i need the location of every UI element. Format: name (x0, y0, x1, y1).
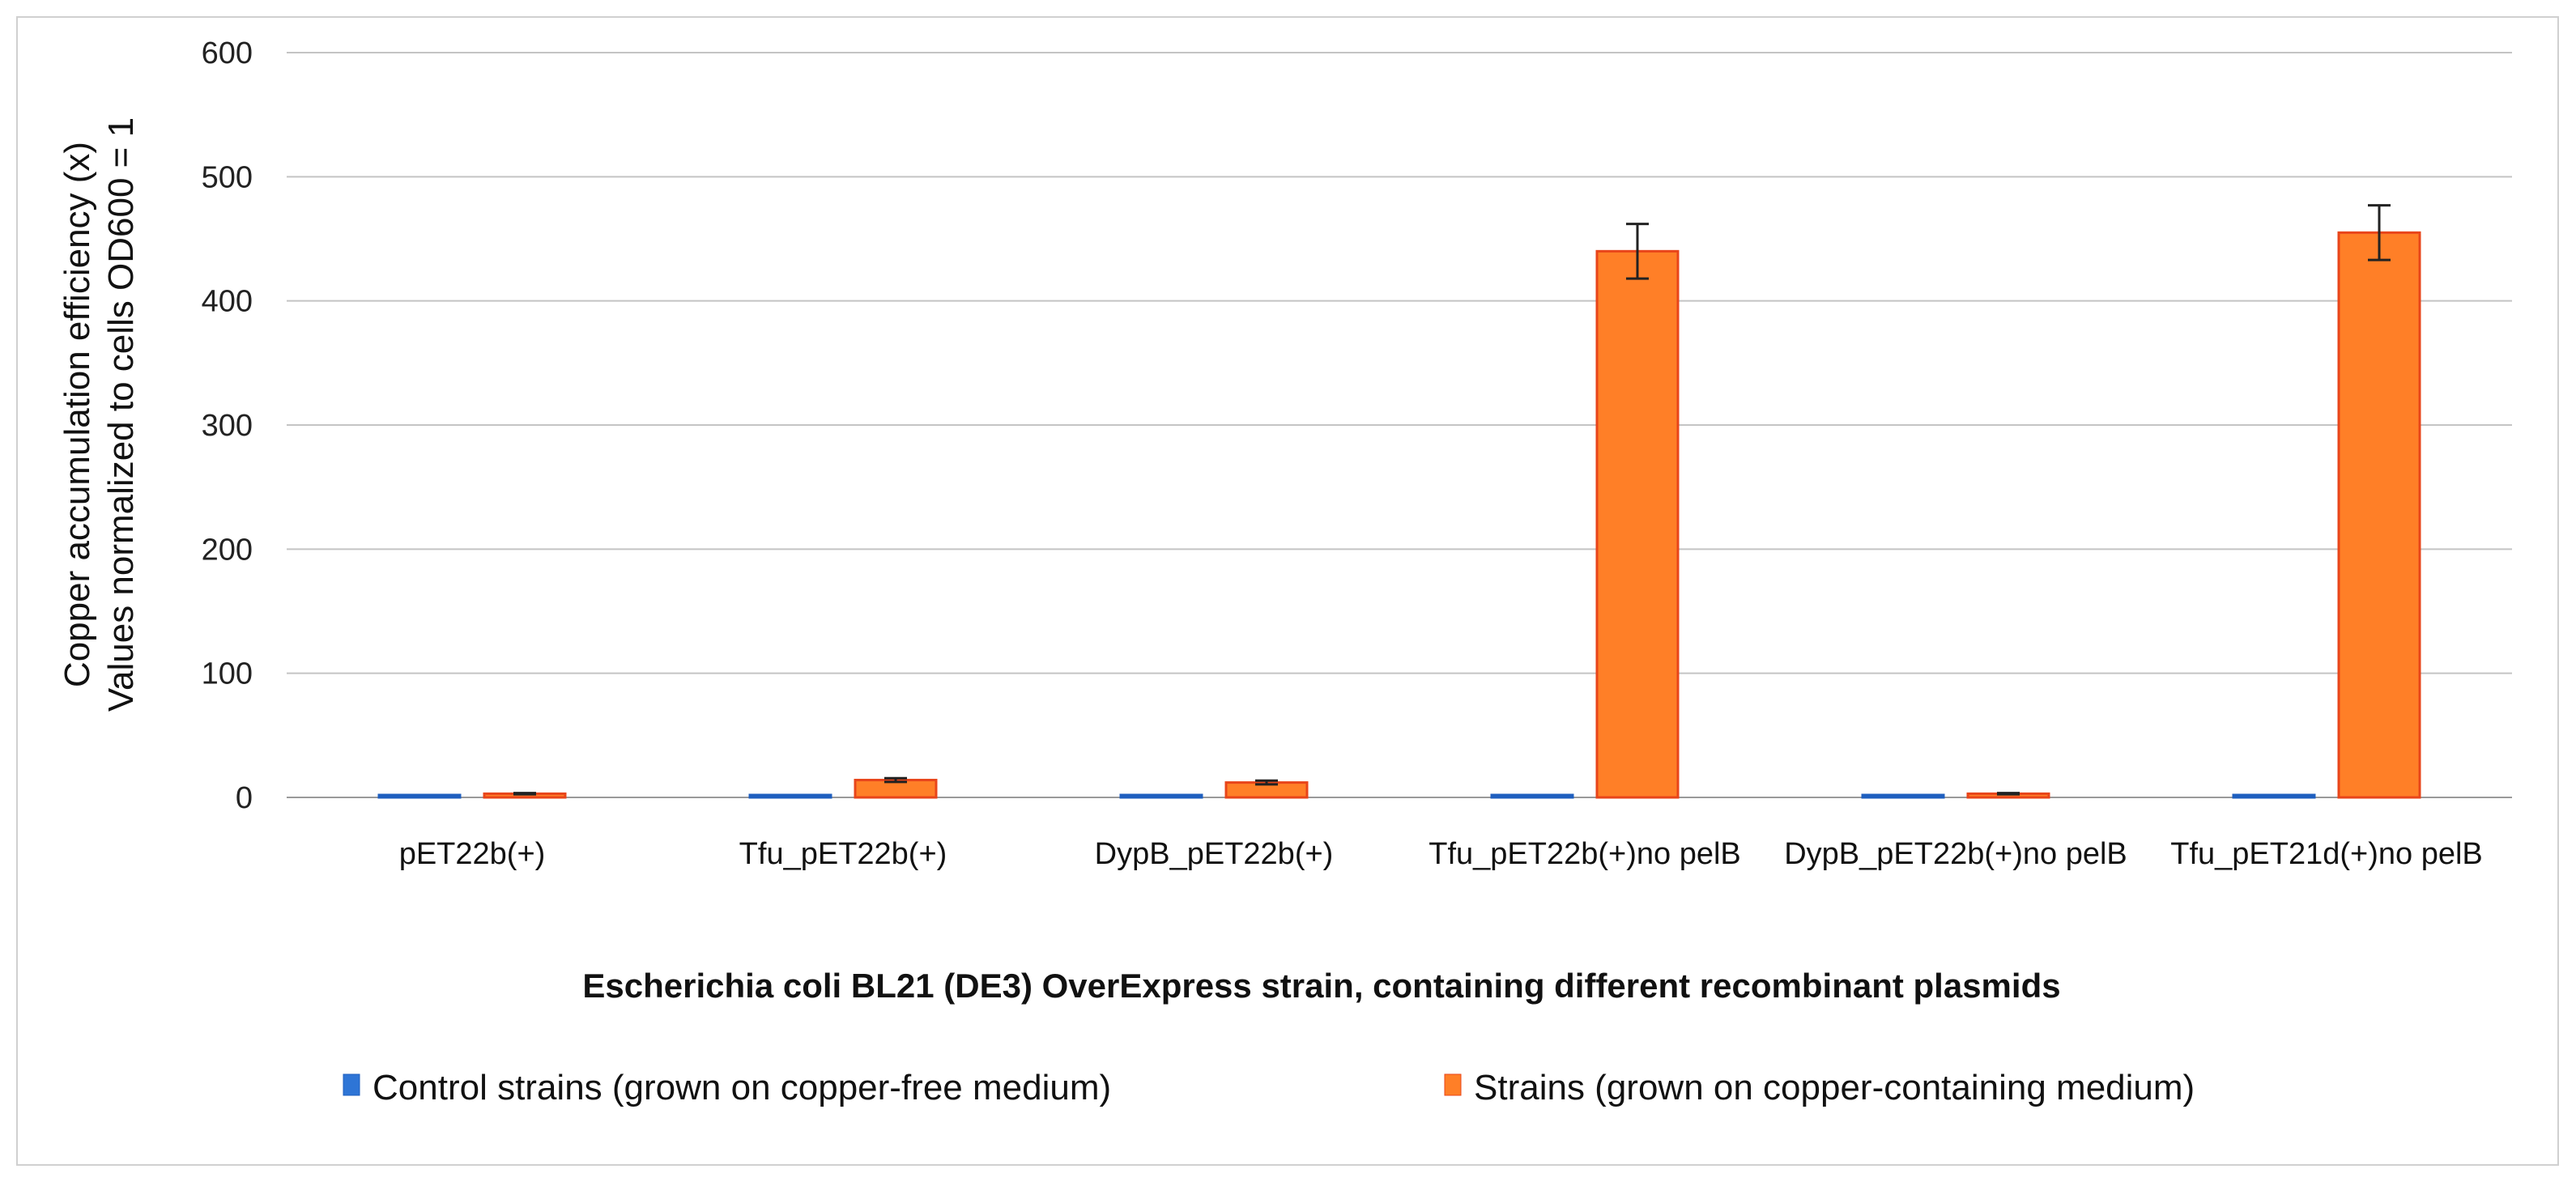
error-bars (513, 204, 2391, 796)
bar-control-0 (377, 793, 462, 799)
legend: Control strains (grown on copper-free me… (343, 1068, 2195, 1107)
category-label-3: Tfu_pET22b(+)no pelB (1429, 837, 1741, 871)
x-axis-categories: pET22b(+) Tfu_pET22b(+) DypB_pET22b(+) Tfu_… (399, 837, 2483, 871)
y-axis-label-line-1: Copper accumulation efficiency (x) (57, 142, 97, 687)
y-tick-label-300: 300 (202, 409, 253, 443)
y-tick-label-200: 200 (202, 533, 253, 567)
category-label-4: DypB_pET22b(+)no pelB (1784, 837, 2127, 871)
bar-copper-3 (1595, 249, 1680, 799)
legend-label-copper: Strains (grown on copper-containing medi… (1474, 1068, 2195, 1107)
bars (377, 231, 2421, 799)
bar-chart: 0 100 200 300 400 500 600 pET22b(+) Tfu_pET22b(… (57, 36, 2512, 1107)
x-axis-label: Escherichia coli BL21 (DE3) OverExpress … (582, 967, 2060, 1005)
y-axis-ticks: 0 100 200 300 400 500 600 (202, 36, 253, 815)
y-axis-label-line-2: Values normalized to cells OD600 = 1 (101, 117, 141, 712)
chart-container: 0 100 200 300 400 500 600 pET22b(+) Tfu_pET22b(… (16, 16, 2559, 1166)
bar-control-3 (1490, 793, 1574, 799)
legend-label-control: Control strains (grown on copper-free me… (373, 1068, 1111, 1107)
y-tick-label-400: 400 (202, 285, 253, 319)
legend-swatch-copper (1444, 1073, 1462, 1096)
y-tick-label-100: 100 (202, 657, 253, 691)
y-tick-label-500: 500 (202, 160, 253, 194)
category-label-1: Tfu_pET22b(+) (739, 837, 947, 871)
legend-swatch-control (343, 1073, 360, 1096)
bar-control-4 (1861, 793, 1945, 799)
bar-control-1 (748, 793, 832, 799)
category-label-0: pET22b(+) (399, 837, 546, 871)
bar-copper-5 (2337, 231, 2421, 799)
category-label-5: Tfu_pET21d(+)no pelB (2170, 837, 2483, 871)
category-label-2: DypB_pET22b(+) (1095, 837, 1334, 871)
gridlines (287, 52, 2512, 798)
bar-control-2 (1119, 793, 1203, 799)
y-tick-label-0: 0 (236, 781, 253, 815)
y-tick-label-600: 600 (202, 36, 253, 70)
bar-control-5 (2232, 793, 2316, 799)
